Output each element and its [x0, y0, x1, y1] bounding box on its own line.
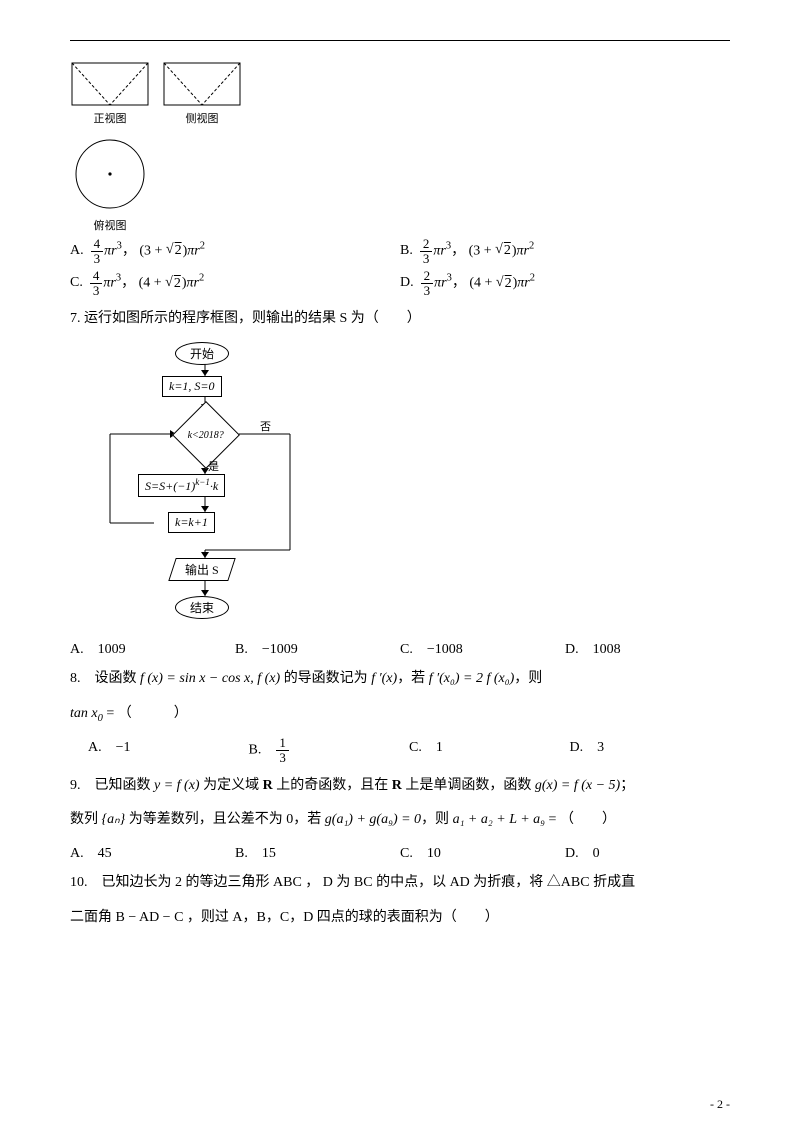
q8-opt-d: D. 3	[570, 736, 731, 764]
front-view-label: 正视图	[70, 110, 150, 126]
opt-label: A.	[70, 243, 84, 259]
top-view-svg	[70, 134, 150, 214]
q9-options: A. 45 B. 15 C. 10 D. 0	[70, 842, 730, 862]
q9-opt-a: A. 45	[70, 842, 235, 862]
q8-tan: tan x0 = （ ）	[70, 701, 730, 729]
q6-option-d: D. 23πr3， (4 + √2)πr2	[400, 269, 730, 297]
top-view: 俯视图	[70, 134, 150, 233]
opt-label: B.	[400, 243, 413, 259]
q7-opt-a: A. 1009	[70, 638, 235, 658]
q6-option-c: C. 43πr3， (4 + √2)πr2	[70, 269, 400, 297]
flow-no: 否	[260, 418, 271, 434]
top-view-label: 俯视图	[70, 217, 150, 233]
flow-step: k=k+1	[168, 512, 215, 533]
q6-option-a: A. 43πr3， (3 + √2)πr2	[70, 237, 400, 265]
front-view: 正视图	[70, 61, 150, 126]
q9-opt-b: B. 15	[235, 842, 400, 862]
q8-opt-a: A. −1	[88, 736, 249, 764]
q10-line2: 二面角 B − AD − C ，则过 A，B，C，D 四点的球的表面积为（ ）	[70, 905, 730, 932]
flowchart: 开始 k=1, S=0 k<2018? 是 否 S=S+(−1)k−1·k k=…	[90, 340, 320, 630]
q8-options: A. −1 B. 13 C. 1 D. 3	[70, 736, 730, 764]
side-view-label: 侧视图	[162, 110, 242, 126]
q6-options-row2: C. 43πr3， (4 + √2)πr2 D. 23πr3， (4 + √2)…	[70, 269, 730, 297]
page: 正视图 侧视图 俯视图 A. 43πr3， (	[0, 0, 800, 1130]
q6-option-b: B. 23πr3， (3 + √2)πr2	[400, 237, 730, 265]
three-views: 正视图 侧视图 俯视图	[70, 61, 730, 233]
q9-line1: 9. 已知函数 y = f (x) 为定义域 R 上的奇函数，且在 R 上是单调…	[70, 773, 730, 800]
front-view-svg	[70, 61, 150, 107]
flow-yes: 是	[208, 458, 219, 474]
flow-init: k=1, S=0	[162, 376, 222, 397]
opt-label: C.	[70, 275, 83, 291]
q8-opt-c: C. 1	[409, 736, 570, 764]
opt-label: D.	[400, 275, 414, 291]
q7-opt-b: B. −1009	[235, 638, 400, 658]
q10-line1: 10. 已知边长为 2 的等边三角形 ABC ， D 为 BC 的中点，以 AD…	[70, 870, 730, 897]
flow-body: S=S+(−1)k−1·k	[138, 474, 225, 497]
q7-opt-c: C. −1008	[400, 638, 565, 658]
page-number: - 2 -	[710, 1097, 730, 1112]
q9-line2: 数列 {aₙ} 为等差数列，且公差不为 0，若 g(a₁) + g(a₉) = …	[70, 807, 730, 834]
q7-opt-d: D. 1008	[565, 638, 730, 658]
flow-output: 输出 S	[168, 558, 235, 581]
q7-stem: 7. 运行如图所示的程序框图，则输出的结果 S 为（ ）	[70, 306, 730, 333]
side-view-svg	[162, 61, 242, 107]
q8-opt-b: B. 13	[249, 736, 410, 764]
q9-opt-c: C. 10	[400, 842, 565, 862]
top-rule	[70, 40, 730, 41]
q8-stem: 8. 设函数 f (x) = sin x − cos x, f (x) 的导函数…	[70, 666, 730, 693]
q7-options: A. 1009 B. −1009 C. −1008 D. 1008	[70, 638, 730, 658]
q9-opt-d: D. 0	[565, 842, 730, 862]
q6-options-row1: A. 43πr3， (3 + √2)πr2 B. 23πr3， (3 + √2)…	[70, 237, 730, 265]
flow-end: 结束	[175, 596, 229, 619]
side-view: 侧视图	[162, 61, 242, 126]
flow-start: 开始	[175, 342, 229, 365]
